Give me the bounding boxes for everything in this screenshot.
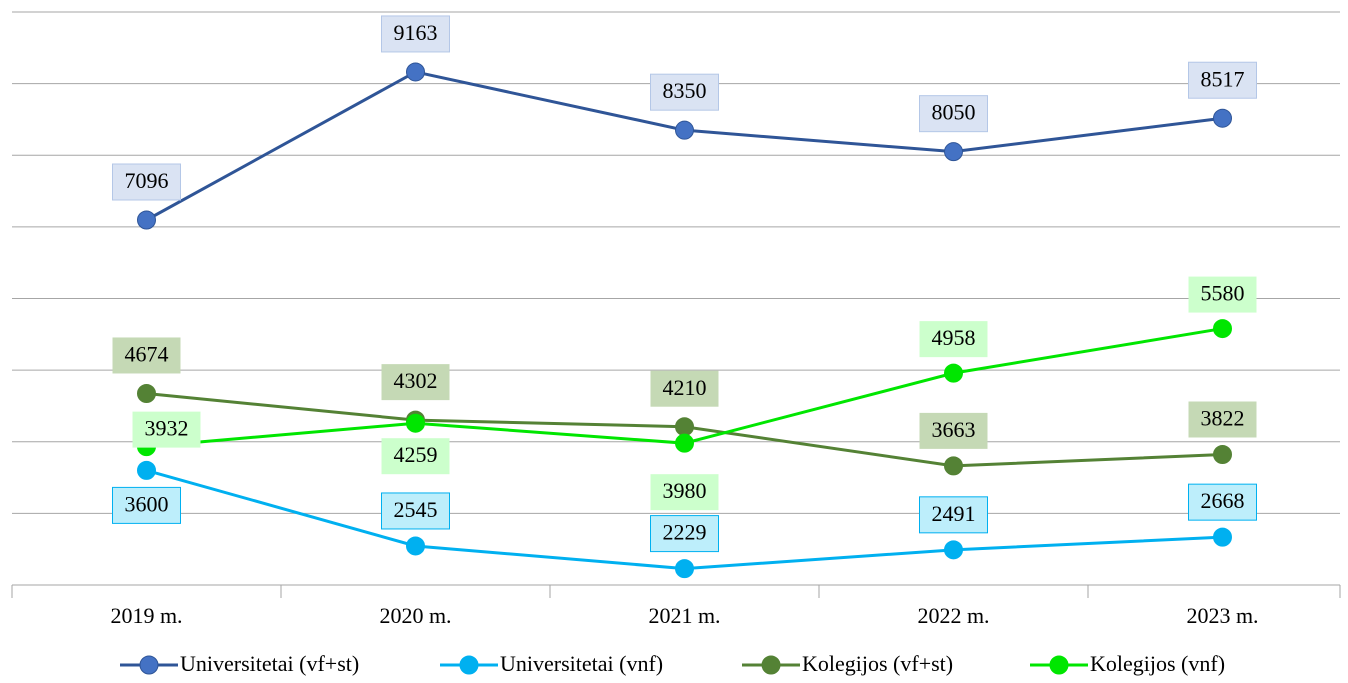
label-box [112,486,181,524]
label-box [381,364,450,401]
marker [944,142,963,162]
marker [675,120,694,140]
data-label: 3600 [125,491,169,516]
marker [675,417,694,437]
data-label: 2545 [394,497,438,522]
data-label: 8050 [932,100,976,125]
marker [944,540,963,560]
data-label: 4259 [394,442,438,467]
label-box [919,321,988,358]
marker [406,62,425,82]
x-tick-label: 2021 m. [648,603,720,628]
label-box [919,496,988,534]
x-tick-label: 2020 m. [379,603,451,628]
data-label: 3932 [145,416,189,441]
marker [944,363,963,383]
marker [1213,319,1232,339]
legend-label: Kolegijos (vnf) [1090,651,1225,676]
label-box [112,163,181,201]
data-label: 8517 [1201,66,1245,91]
label-box [650,515,719,553]
legend-marker [761,655,781,675]
marker [675,433,694,453]
label-box [132,411,201,448]
marker [1213,108,1232,128]
legend-marker [139,655,159,675]
data-label: 2668 [1201,488,1245,513]
x-tick-label: 2022 m. [917,603,989,628]
legend-label: Kolegijos (vf+st) [802,651,953,676]
label-box [919,95,988,133]
data-label: 2491 [932,501,976,526]
label-box [650,73,719,111]
data-label: 4302 [394,368,438,393]
data-label: 4674 [125,342,169,367]
data-label: 8350 [663,78,707,103]
legend-label: Universitetai (vf+st) [180,651,359,676]
label-box [650,370,719,407]
marker [1213,527,1232,547]
data-label: 2229 [663,520,707,545]
marker [675,559,694,579]
data-label: 3980 [663,478,707,503]
marker [406,413,425,433]
data-label: 5580 [1201,281,1245,306]
data-label: 3663 [932,417,976,442]
label-box [919,412,988,449]
label-box [381,492,450,530]
data-label: 9163 [394,20,438,45]
marker [944,456,963,476]
label-box [1188,401,1257,438]
label-box [1188,61,1257,99]
marker [1213,444,1232,464]
legend-label: Universitetai (vnf) [500,651,663,676]
legend-marker [459,655,479,675]
label-box [112,337,181,374]
data-label: 4210 [663,375,707,400]
marker [406,536,425,556]
marker [137,383,156,403]
label-box [381,15,450,53]
x-tick-label: 2023 m. [1186,603,1258,628]
data-label: 3822 [1201,406,1245,431]
label-box [1188,276,1257,313]
x-tick-label: 2019 m. [110,603,182,628]
marker [137,460,156,480]
data-label: 4958 [932,325,976,350]
legend-marker [1049,655,1069,675]
label-box [381,438,450,475]
data-label: 7096 [125,168,169,193]
label-box [1188,483,1257,521]
marker [137,210,156,230]
label-box [650,474,719,511]
